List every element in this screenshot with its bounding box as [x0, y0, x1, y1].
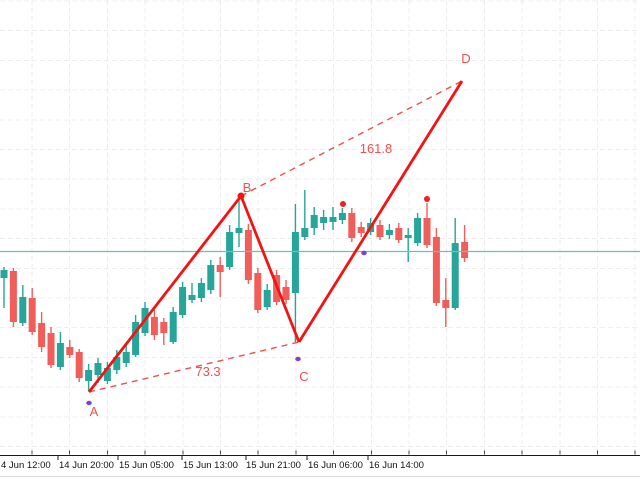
candle: [9, 268, 17, 327]
candle: [19, 285, 27, 326]
pattern-leg-cd[interactable]: [297, 80, 464, 343]
candle: [254, 268, 262, 313]
pattern-point-label-d: D: [461, 51, 470, 66]
pattern-point-label-b: B: [243, 180, 252, 195]
candle: [461, 225, 469, 262]
x-axis-label: 14 Jun 20:00: [59, 460, 114, 471]
anchor-dot-purple[interactable]: [86, 400, 92, 406]
x-axis-label: 15 Jun 05:00: [119, 460, 174, 471]
candle: [216, 257, 224, 297]
candle: [179, 282, 187, 318]
candle: [47, 327, 55, 368]
candle: [414, 213, 422, 246]
candle: [385, 224, 393, 239]
pattern-vertex-dot-b[interactable]: [237, 192, 245, 200]
candle: [451, 218, 459, 310]
candle: [320, 210, 328, 230]
candle: [56, 332, 64, 370]
candle: [0, 267, 8, 308]
candle: [207, 260, 215, 294]
candle: [244, 224, 252, 284]
candle: [291, 204, 299, 342]
anchor-dot-purple[interactable]: [295, 356, 301, 362]
pattern-leg-bc[interactable]: [239, 195, 301, 343]
pattern-leg-ab[interactable]: [87, 195, 243, 393]
candle: [301, 190, 309, 240]
candle: [122, 345, 130, 367]
candle: [282, 280, 290, 304]
markers: [86, 196, 430, 406]
pattern-point-label-a: A: [90, 404, 99, 419]
candles: [0, 190, 469, 391]
x-axis-label: 16 Jun 06:00: [308, 460, 363, 471]
pattern-dashed-leg-ac[interactable]: [88, 341, 300, 393]
candle: [132, 315, 140, 357]
x-axis-label: 15 Jun 21:00: [246, 460, 301, 471]
candle: [423, 203, 431, 248]
candle: [85, 364, 93, 391]
candle: [160, 318, 168, 345]
candle: [235, 197, 243, 247]
candle: [188, 283, 196, 303]
candle: [169, 307, 177, 344]
candle: [338, 208, 346, 224]
signal-dot-red[interactable]: [340, 201, 346, 207]
candle: [395, 223, 403, 243]
candle: [310, 207, 318, 235]
abcd-pattern[interactable]: A B C D 73.3 161.8: [87, 51, 471, 419]
candle: [432, 228, 440, 306]
candle: [150, 310, 158, 340]
candle: [103, 362, 111, 384]
candle: [357, 222, 365, 237]
candle: [376, 220, 384, 240]
x-axis-label: 16 Jun 14:00: [369, 460, 424, 471]
pattern-point-label-c: C: [299, 369, 308, 384]
candle: [263, 284, 271, 310]
time-axis: 4 Jun 12:00 14 Jun 20:00 15 Jun 05:00 15 Ju…: [0, 450, 640, 477]
candle: [66, 340, 74, 358]
x-axis-label: 15 Jun 13:00: [183, 460, 238, 471]
grid-lines: [0, 0, 640, 455]
candle: [75, 349, 83, 382]
candle: [329, 207, 337, 230]
pattern-dashed-leg-bd[interactable]: [240, 80, 463, 197]
signal-dot-red[interactable]: [424, 196, 430, 202]
candle: [197, 278, 205, 302]
anchor-dot-purple[interactable]: [361, 250, 367, 256]
candle: [28, 288, 36, 335]
candle: [348, 208, 356, 242]
candle: [442, 278, 450, 327]
x-axis-label: 4 Jun 12:00: [1, 460, 51, 471]
candle: [226, 225, 234, 270]
candle: [38, 312, 46, 352]
pattern-ratio-label: 73.3: [195, 364, 220, 379]
pattern-ratio-label: 161.8: [360, 141, 393, 156]
candle: [404, 228, 412, 262]
